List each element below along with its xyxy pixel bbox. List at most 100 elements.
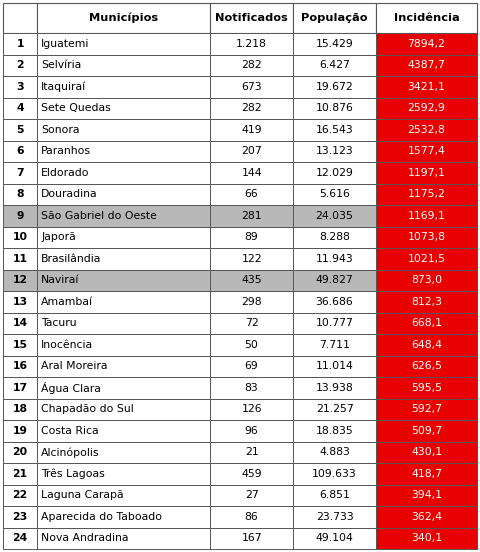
- Bar: [376, 184, 477, 205]
- Bar: [210, 334, 293, 355]
- Text: 419: 419: [241, 125, 262, 135]
- Bar: [3, 3, 37, 33]
- Bar: [3, 98, 37, 119]
- Text: 626,5: 626,5: [411, 361, 442, 371]
- Text: Brasilândia: Brasilândia: [41, 254, 101, 264]
- Text: 10.876: 10.876: [316, 103, 353, 113]
- Bar: [293, 33, 376, 55]
- Bar: [3, 485, 37, 506]
- Text: 2: 2: [16, 60, 24, 70]
- Bar: [293, 485, 376, 506]
- Text: 16: 16: [12, 361, 28, 371]
- Bar: [293, 3, 376, 33]
- Bar: [3, 355, 37, 377]
- Text: 11: 11: [12, 254, 27, 264]
- Bar: [293, 226, 376, 248]
- Text: 207: 207: [241, 146, 262, 156]
- Text: 2532,8: 2532,8: [408, 125, 445, 135]
- Bar: [37, 312, 210, 334]
- Text: 7: 7: [16, 168, 24, 178]
- Text: 15: 15: [12, 340, 27, 350]
- Bar: [376, 463, 477, 485]
- Bar: [3, 76, 37, 98]
- Bar: [210, 399, 293, 420]
- Text: Iguatemi: Iguatemi: [41, 39, 89, 49]
- Bar: [376, 226, 477, 248]
- Bar: [3, 119, 37, 141]
- Bar: [293, 442, 376, 463]
- Text: 21: 21: [12, 469, 28, 479]
- Text: 4.883: 4.883: [319, 447, 350, 457]
- Bar: [376, 528, 477, 549]
- Bar: [3, 141, 37, 162]
- Text: 8.288: 8.288: [319, 232, 350, 242]
- Bar: [293, 312, 376, 334]
- Bar: [3, 420, 37, 442]
- Bar: [210, 205, 293, 226]
- Bar: [210, 269, 293, 291]
- Text: 4: 4: [16, 103, 24, 113]
- Text: Costa Rica: Costa Rica: [41, 426, 99, 436]
- Bar: [293, 119, 376, 141]
- Bar: [3, 377, 37, 399]
- Text: Douradina: Douradina: [41, 189, 98, 199]
- Text: 7894,2: 7894,2: [408, 39, 445, 49]
- Bar: [210, 420, 293, 442]
- Text: 18: 18: [12, 404, 27, 414]
- Text: 72: 72: [245, 319, 259, 328]
- Bar: [3, 226, 37, 248]
- Text: Notificados: Notificados: [215, 13, 288, 23]
- Text: 122: 122: [241, 254, 262, 264]
- Bar: [376, 506, 477, 528]
- Bar: [210, 98, 293, 119]
- Bar: [3, 248, 37, 269]
- Text: 435: 435: [241, 275, 262, 285]
- Bar: [37, 334, 210, 355]
- Bar: [37, 355, 210, 377]
- Text: Sonora: Sonora: [41, 125, 80, 135]
- Bar: [376, 269, 477, 291]
- Bar: [293, 355, 376, 377]
- Bar: [293, 76, 376, 98]
- Text: Paranhos: Paranhos: [41, 146, 91, 156]
- Text: 109.633: 109.633: [312, 469, 357, 479]
- Bar: [293, 291, 376, 312]
- Text: 24.035: 24.035: [316, 211, 353, 221]
- Text: 96: 96: [245, 426, 259, 436]
- Text: 595,5: 595,5: [411, 383, 442, 393]
- Bar: [210, 485, 293, 506]
- Text: 19.672: 19.672: [316, 82, 353, 92]
- Bar: [37, 141, 210, 162]
- Text: 49.827: 49.827: [316, 275, 353, 285]
- Bar: [3, 463, 37, 485]
- Text: 430,1: 430,1: [411, 447, 442, 457]
- Bar: [376, 3, 477, 33]
- Bar: [3, 312, 37, 334]
- Text: Chapadão do Sul: Chapadão do Sul: [41, 404, 134, 414]
- Text: 10.777: 10.777: [316, 319, 353, 328]
- Bar: [376, 162, 477, 184]
- Text: 16.543: 16.543: [316, 125, 353, 135]
- Bar: [3, 184, 37, 205]
- Text: 509,7: 509,7: [411, 426, 442, 436]
- Bar: [37, 33, 210, 55]
- Bar: [376, 205, 477, 226]
- Bar: [210, 442, 293, 463]
- Text: 668,1: 668,1: [411, 319, 442, 328]
- Bar: [376, 312, 477, 334]
- Bar: [37, 248, 210, 269]
- Bar: [37, 3, 210, 33]
- Bar: [293, 334, 376, 355]
- Text: 340,1: 340,1: [411, 533, 442, 543]
- Bar: [37, 291, 210, 312]
- Bar: [37, 55, 210, 76]
- Text: São Gabriel do Oeste: São Gabriel do Oeste: [41, 211, 157, 221]
- Bar: [293, 506, 376, 528]
- Bar: [293, 463, 376, 485]
- Bar: [210, 184, 293, 205]
- Text: 6.427: 6.427: [319, 60, 350, 70]
- Bar: [3, 399, 37, 420]
- Bar: [210, 119, 293, 141]
- Text: Aparecida do Taboado: Aparecida do Taboado: [41, 512, 162, 522]
- Bar: [3, 33, 37, 55]
